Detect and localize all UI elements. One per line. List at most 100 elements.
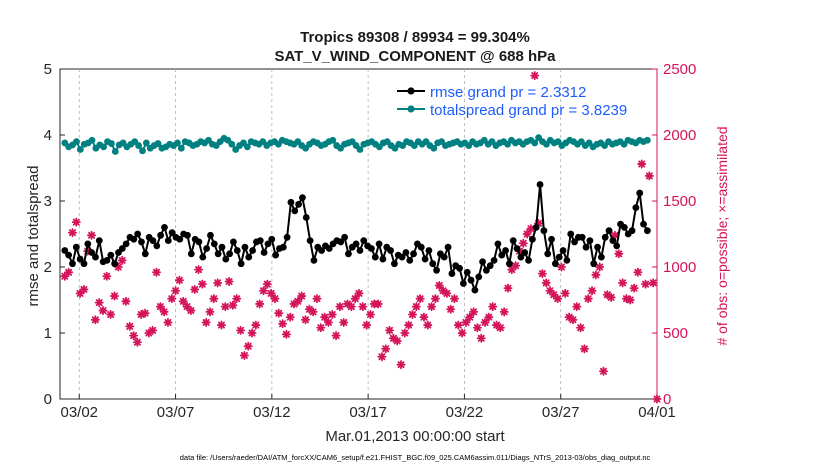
obs-point-stroke — [286, 313, 294, 321]
rmse-point — [337, 238, 345, 246]
rmse-point — [471, 286, 479, 294]
obs-point — [354, 288, 364, 298]
obs-point — [224, 277, 234, 287]
obs-point-stroke — [191, 285, 199, 293]
y-left-tick-label: 3 — [44, 193, 52, 210]
rmse-point — [295, 200, 303, 208]
obs-point — [461, 317, 471, 327]
obs-point-stroke — [515, 247, 523, 255]
y-axis-left-label: rmse and totalspread — [25, 166, 42, 307]
obs-point-stroke — [68, 229, 76, 237]
obs-point — [331, 331, 341, 341]
obs-point — [316, 323, 326, 333]
rmse-point — [310, 257, 318, 264]
obs-point-stroke — [103, 272, 111, 280]
obs-point — [579, 344, 589, 354]
obs-point-stroke — [305, 305, 313, 313]
x-tick-label: 04/01 — [638, 404, 676, 421]
obs-point-stroke — [118, 256, 126, 264]
obs-point — [606, 292, 616, 302]
rmse-point — [525, 257, 532, 264]
y-right-tick-label: 1000 — [663, 259, 696, 276]
obs-point-stroke — [259, 287, 267, 295]
legend-spread-marker — [407, 105, 415, 113]
obs-point — [633, 267, 643, 277]
rmse-point — [325, 245, 333, 252]
rmse-point — [636, 189, 644, 197]
obs-point-stroke — [424, 321, 432, 329]
y-right-tick-label: 2000 — [663, 127, 696, 144]
rmse-point — [118, 245, 126, 252]
obs-point — [476, 333, 486, 343]
rmse-point — [540, 227, 548, 235]
obs-point — [186, 306, 196, 316]
obs-point — [335, 302, 345, 312]
obs-point — [182, 302, 192, 312]
obs-point — [278, 319, 288, 329]
obs-point-stroke — [412, 303, 420, 311]
rmse-point — [368, 245, 375, 252]
obs-point — [652, 394, 662, 404]
obs-point — [140, 308, 150, 318]
totalspread-point — [73, 138, 80, 146]
obs-point-stroke — [195, 266, 203, 274]
obs-point — [362, 320, 372, 330]
obs-point — [507, 265, 517, 275]
rmse-point — [548, 235, 555, 243]
obs-point — [442, 288, 452, 298]
rmse-point — [199, 253, 207, 261]
rmse-point — [502, 247, 509, 254]
totalspread-point — [174, 139, 181, 147]
obs-point-stroke — [550, 291, 558, 299]
x-tick-label: 03/27 — [542, 404, 580, 421]
obs-point-stroke — [294, 297, 302, 305]
rmse-point — [509, 237, 517, 245]
right-axis: 0 500 1000 1500 2000 2500 — [652, 61, 696, 408]
x-tick-label: 03/12 — [253, 404, 291, 421]
obs-point-stroke — [443, 289, 451, 297]
legend-rmse-label: rmse grand pr = 2.3312 — [430, 84, 586, 101]
obs-point-stroke — [164, 318, 172, 326]
obs-point-stroke — [179, 297, 187, 305]
obs-point — [228, 300, 238, 310]
rmse-point — [65, 251, 73, 259]
rmse-point — [84, 240, 92, 248]
obs-point-stroke — [630, 284, 638, 292]
rmse-point — [559, 247, 567, 254]
obs-point — [323, 317, 333, 327]
obs-point — [583, 294, 593, 304]
obs-point-stroke — [592, 271, 600, 279]
rmse-point — [80, 260, 88, 268]
obs-point-stroke — [214, 279, 222, 287]
obs-point-stroke — [72, 218, 80, 226]
obs-point-stroke — [596, 263, 604, 271]
obs-point — [576, 323, 586, 333]
rmse-point — [640, 220, 647, 228]
rmse-point — [643, 227, 651, 235]
x-tick-label: 03/17 — [349, 404, 387, 421]
obs-point-stroke — [324, 318, 332, 326]
obs-point — [255, 299, 265, 309]
obs-point-stroke — [649, 279, 657, 287]
obs-point — [396, 360, 406, 370]
rmse-point — [398, 253, 406, 261]
obs-point — [129, 331, 139, 341]
obs-point-stroke — [577, 324, 585, 332]
obs-point-stroke — [160, 308, 168, 316]
obs-point — [511, 261, 521, 271]
rmse-point — [417, 243, 425, 251]
rmse-point — [138, 238, 145, 246]
obs-point — [591, 270, 601, 280]
totalspread-point — [228, 140, 236, 148]
rmse-point — [582, 243, 590, 251]
obs-point — [251, 320, 261, 330]
rmse-point — [318, 247, 325, 254]
obs-point-stroke — [611, 231, 619, 239]
obs-point-stroke — [397, 361, 405, 369]
rmse-point — [460, 280, 467, 287]
obs-point-stroke — [122, 297, 130, 305]
obs-point-stroke — [428, 303, 436, 311]
obs-point-stroke — [493, 321, 501, 329]
obs-point — [213, 278, 223, 288]
